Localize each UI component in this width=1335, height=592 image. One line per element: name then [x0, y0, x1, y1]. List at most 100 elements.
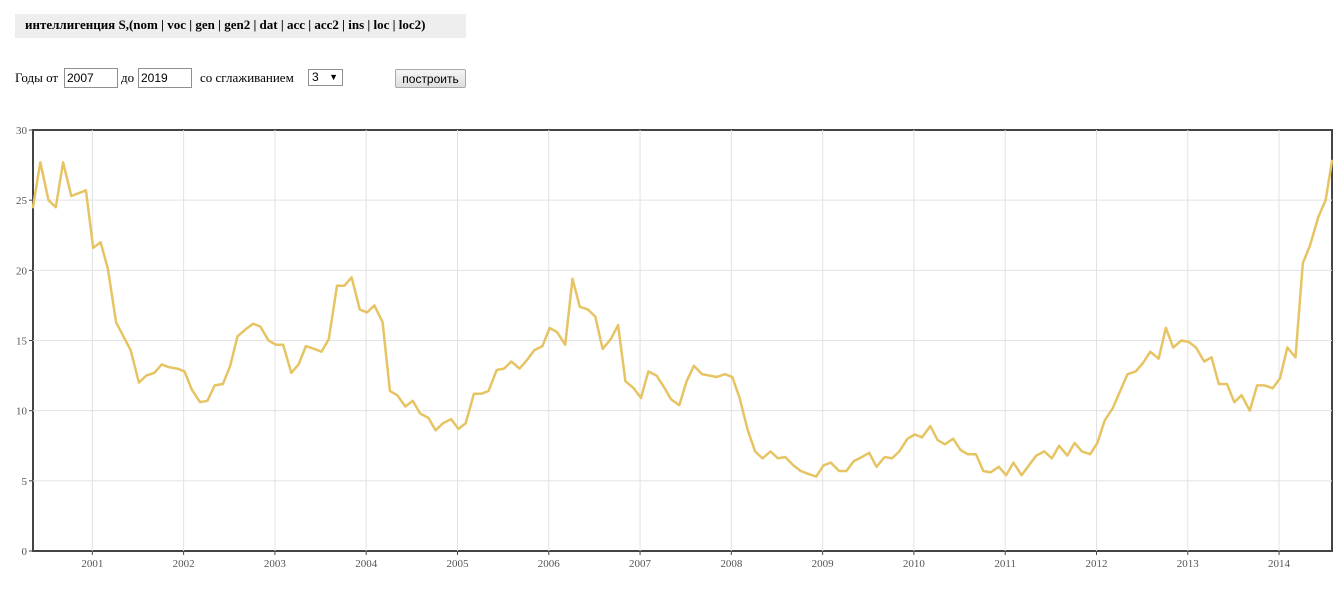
data-point — [988, 469, 994, 475]
data-point — [76, 190, 82, 196]
data-point — [334, 283, 340, 289]
to-label: до — [121, 70, 135, 85]
year-to-input[interactable] — [138, 68, 192, 88]
x-tick-label: 2005 — [446, 558, 469, 568]
data-point — [508, 359, 514, 365]
data-point — [1261, 382, 1267, 388]
query-header: интеллигенция S,(nom | voc | gen | gen2 … — [15, 14, 466, 38]
data-point — [790, 462, 796, 468]
data-point — [1117, 388, 1123, 394]
data-point — [1110, 405, 1116, 411]
data-point — [684, 378, 690, 384]
data-point — [1315, 214, 1321, 220]
data-point — [1323, 197, 1329, 203]
data-point — [174, 366, 180, 372]
chevron-down-icon: ▼ — [329, 72, 338, 82]
x-tick-label: 2010 — [903, 558, 926, 568]
data-point — [182, 368, 188, 374]
data-point — [805, 471, 811, 477]
data-point — [1156, 356, 1162, 362]
data-point — [68, 193, 74, 199]
x-tick-label: 2003 — [264, 558, 287, 568]
data-point — [1125, 371, 1131, 377]
data-point — [60, 159, 66, 165]
data-point — [90, 245, 96, 251]
data-point — [1133, 368, 1139, 374]
data-point — [585, 307, 591, 313]
x-tick-label: 2007 — [629, 558, 652, 568]
y-tick-label: 5 — [22, 476, 28, 488]
data-point — [151, 370, 157, 376]
data-point — [37, 159, 43, 165]
data-point — [737, 395, 743, 401]
data-point — [905, 436, 911, 442]
data-point — [1102, 417, 1108, 423]
data-point — [166, 364, 172, 370]
x-tick-label: 2014 — [1268, 558, 1291, 568]
data-point — [1170, 345, 1176, 351]
x-tick-label: 2008 — [720, 558, 743, 568]
data-point — [357, 307, 363, 313]
build-button[interactable]: построить — [395, 69, 466, 88]
data-point — [836, 468, 842, 474]
y-tick-label: 25 — [16, 195, 28, 207]
data-point — [653, 373, 659, 379]
query-text: интеллигенция S,(nom | voc | gen | gen2 … — [25, 17, 426, 32]
data-point — [691, 363, 697, 369]
data-point — [759, 455, 765, 461]
data-point — [136, 380, 142, 386]
data-point — [30, 204, 36, 210]
smoothing-select[interactable]: 3 ▼ — [308, 69, 343, 86]
data-point — [592, 314, 598, 320]
data-point — [1026, 462, 1032, 468]
data-point — [645, 368, 651, 374]
data-point — [996, 464, 1002, 470]
data-point — [53, 204, 59, 210]
data-point — [1064, 453, 1070, 459]
data-point — [410, 398, 416, 404]
data-point — [288, 370, 294, 376]
data-point — [318, 349, 324, 355]
data-point — [615, 322, 621, 328]
data-point — [243, 326, 249, 332]
data-point — [113, 319, 119, 325]
data-point — [1254, 382, 1260, 388]
data-point — [1284, 345, 1290, 351]
data-point — [1033, 453, 1039, 459]
data-point — [212, 382, 218, 388]
data-point — [896, 448, 902, 454]
data-point — [517, 366, 523, 372]
data-point — [471, 391, 477, 397]
data-point — [1049, 455, 1055, 461]
data-point — [768, 448, 774, 454]
data-point — [676, 402, 682, 408]
data-point — [159, 361, 165, 367]
smoothing-label: со сглаживанием — [200, 70, 294, 85]
data-point — [600, 346, 606, 352]
data-point — [1019, 472, 1025, 478]
year-from-input[interactable] — [64, 68, 118, 88]
data-point — [494, 367, 500, 373]
data-point — [539, 343, 545, 349]
data-point — [524, 357, 530, 363]
data-point — [851, 458, 857, 464]
data-point — [752, 448, 758, 454]
data-point — [745, 427, 751, 433]
data-point — [1087, 451, 1093, 457]
data-point — [1094, 440, 1100, 446]
data-point — [455, 426, 461, 432]
data-point — [189, 387, 195, 393]
data-point — [668, 396, 674, 402]
x-tick-label: 2001 — [81, 558, 103, 568]
y-tick-label: 0 — [22, 546, 28, 558]
data-point — [448, 416, 454, 422]
data-point — [775, 455, 781, 461]
data-point — [622, 378, 628, 384]
y-tick-label: 30 — [16, 125, 28, 137]
data-point — [425, 415, 431, 421]
data-point — [1193, 345, 1199, 351]
data-point — [402, 403, 408, 409]
data-point — [1292, 354, 1298, 360]
data-point — [143, 373, 149, 379]
data-point — [220, 381, 226, 387]
